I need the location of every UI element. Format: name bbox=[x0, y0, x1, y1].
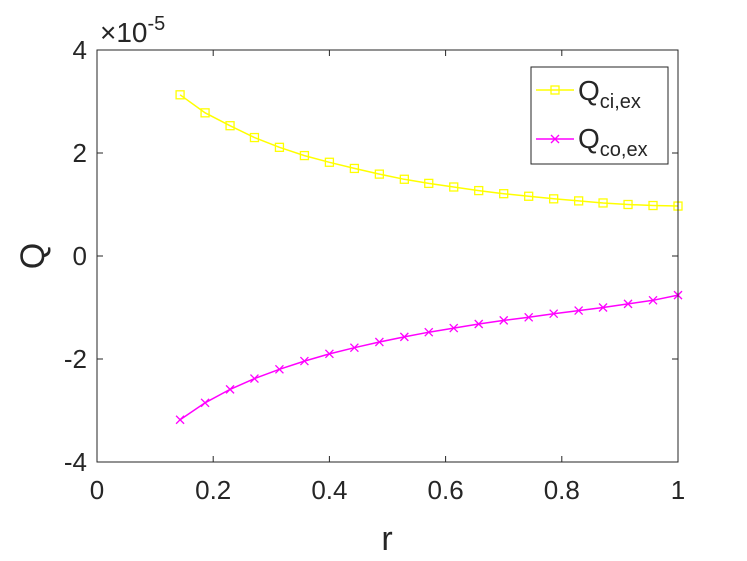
data-point-ci-ex bbox=[499, 189, 509, 199]
data-point-co-ex bbox=[648, 295, 658, 305]
legend: Qci,ex Qco,ex bbox=[530, 66, 669, 165]
legend-marker-ci bbox=[550, 85, 560, 95]
data-point-ci-ex bbox=[474, 185, 484, 196]
data-point-ci-ex bbox=[399, 174, 409, 184]
data-point-ci-ex bbox=[598, 198, 608, 208]
data-point-ci-ex bbox=[549, 194, 559, 204]
data-point-ci-ex bbox=[274, 142, 285, 152]
y-tick-label: 2 bbox=[73, 138, 87, 168]
data-point-ci-ex bbox=[200, 108, 210, 118]
data-point-ci-ex bbox=[374, 169, 385, 179]
legend-entry-ci: Qci,ex bbox=[578, 75, 641, 113]
data-point-ci-ex bbox=[225, 121, 235, 131]
legend-box bbox=[530, 66, 669, 165]
data-point-ci-ex bbox=[648, 200, 658, 211]
data-point-ci-ex bbox=[573, 196, 584, 206]
y-axis-title: Q bbox=[14, 243, 52, 269]
axes: 0 0.2 0.4 0.6 0.8 1 -4 -2 0 2 4 bbox=[64, 35, 685, 505]
x-tick-label: 0.8 bbox=[544, 475, 580, 505]
data-point-ci-ex bbox=[623, 199, 633, 210]
y-tick-label: 4 bbox=[73, 35, 87, 65]
data-point-ci-ex bbox=[349, 163, 360, 174]
data-point-ci-ex bbox=[249, 132, 260, 143]
data-point-co-ex bbox=[524, 312, 534, 322]
x-tick-label: 0.4 bbox=[311, 475, 347, 505]
x-tick-label: 0 bbox=[90, 475, 104, 505]
series-line-ci-ex bbox=[179, 94, 679, 207]
y-exponent-label: ×10-5 bbox=[100, 13, 165, 48]
y-tick-label: -2 bbox=[64, 344, 87, 374]
data-point-co-ex bbox=[249, 374, 259, 384]
data-point-co-ex bbox=[449, 323, 459, 333]
data-point-co-ex bbox=[399, 332, 409, 342]
data-point-co-ex bbox=[274, 364, 284, 374]
data-point-co-ex bbox=[349, 343, 359, 353]
x-tick-label: 0.6 bbox=[428, 475, 464, 505]
data-point-co-ex bbox=[175, 415, 185, 425]
data-point-ci-ex bbox=[299, 150, 310, 161]
data-point-co-ex bbox=[200, 398, 210, 408]
legend-marker-co bbox=[550, 134, 560, 144]
data-point-co-ex bbox=[324, 349, 334, 359]
legend-entry-co: Qco,ex bbox=[578, 123, 648, 161]
data-point-co-ex bbox=[299, 356, 309, 366]
x-tick-label: 1 bbox=[671, 475, 685, 505]
x-axis-title: r bbox=[381, 520, 392, 558]
data-point-ci-ex bbox=[324, 157, 335, 167]
data-point-co-ex bbox=[574, 306, 584, 316]
data-point-ci-ex bbox=[449, 182, 459, 192]
data-point-co-ex bbox=[374, 337, 384, 347]
data-point-co-ex bbox=[225, 384, 235, 394]
data-point-co-ex bbox=[623, 299, 633, 309]
data-point-co-ex bbox=[598, 303, 608, 312]
data-point-co-ex bbox=[474, 319, 484, 329]
data-point-co-ex bbox=[549, 309, 559, 319]
data-point-ci-ex bbox=[175, 90, 185, 100]
data-point-co-ex bbox=[424, 327, 434, 337]
data-point-co-ex bbox=[499, 315, 509, 325]
data-point-ci-ex bbox=[424, 178, 434, 189]
y-tick-label: -4 bbox=[64, 447, 87, 477]
y-tick-label: 0 bbox=[73, 241, 87, 271]
data-point-ci-ex bbox=[524, 191, 534, 201]
x-tick-label: 0.2 bbox=[195, 475, 231, 505]
